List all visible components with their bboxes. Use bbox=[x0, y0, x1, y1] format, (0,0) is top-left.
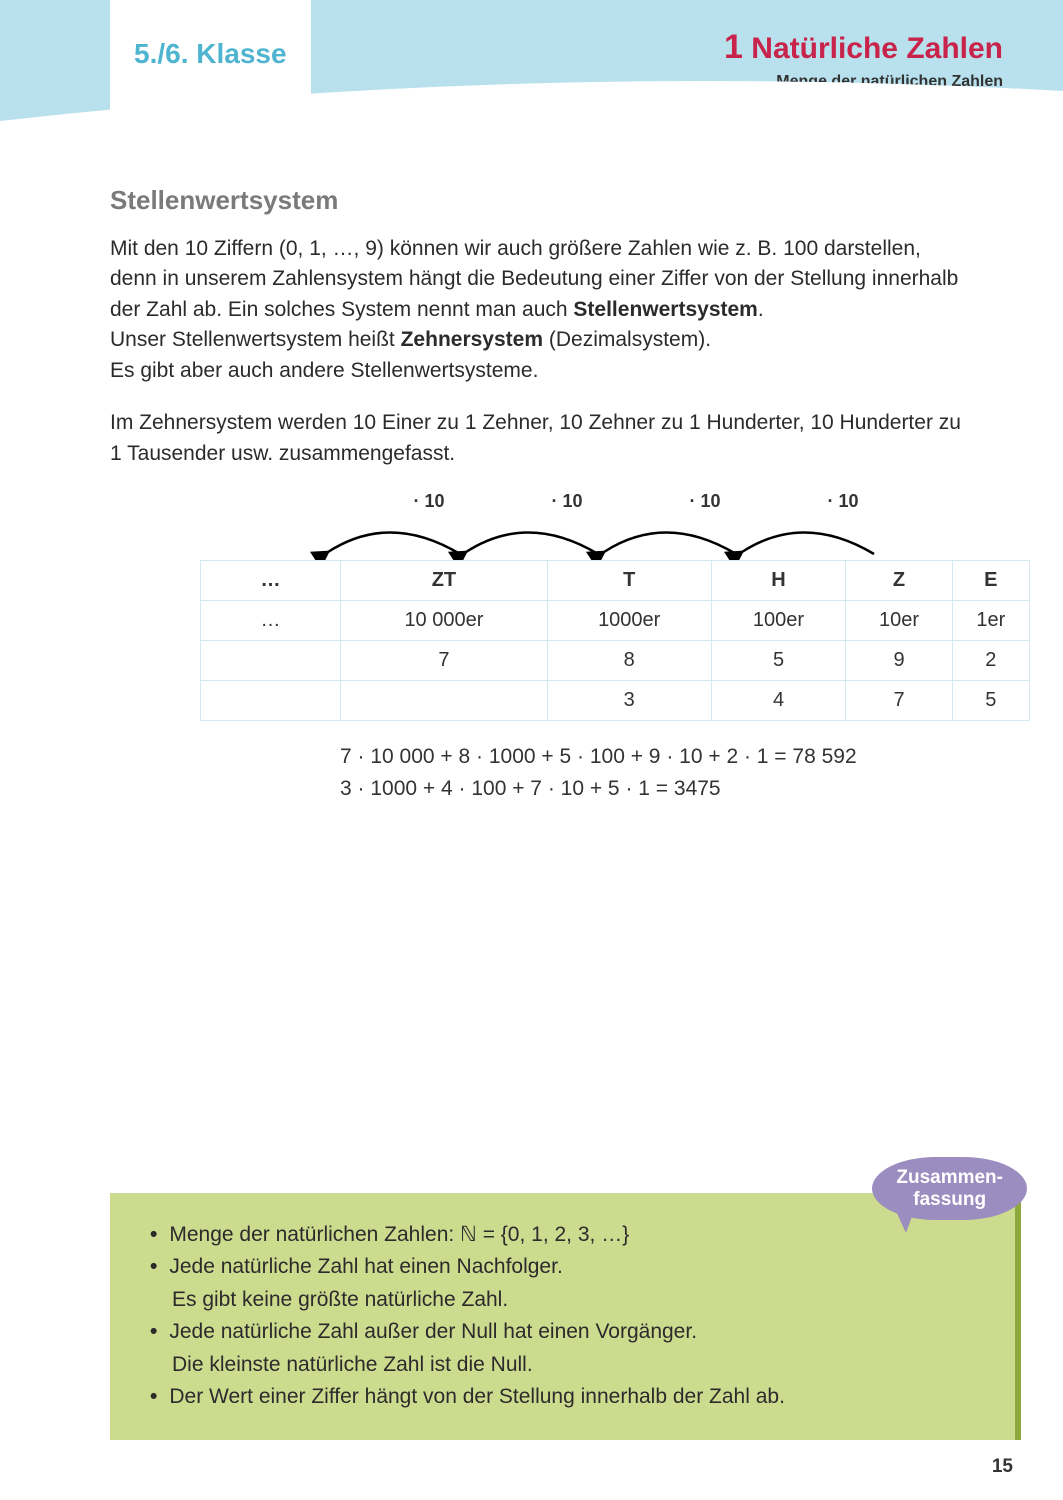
dots-header: … bbox=[201, 561, 341, 601]
arrow-diagram: · 10 · 10 · 10 · 10 bbox=[280, 491, 968, 560]
summary-item-continuation: Die kleinste natürliche Zahl ist die Nul… bbox=[172, 1349, 985, 1382]
cell: 10er bbox=[846, 601, 952, 641]
badge-line1: Zusammen- bbox=[896, 1167, 1003, 1188]
col-header: T bbox=[547, 561, 711, 601]
cell: 7 bbox=[341, 641, 548, 681]
cell: 7 bbox=[846, 681, 952, 721]
calc-line: 3 · 1000 + 4 · 100 + 7 · 10 + 5 · 1 = 34… bbox=[340, 773, 968, 805]
arrow-label: · 10 bbox=[774, 491, 912, 512]
cell: 5 bbox=[711, 641, 846, 681]
arrows-svg bbox=[280, 512, 970, 560]
table-row: 7 8 5 9 2 bbox=[201, 641, 1030, 681]
cell: 2 bbox=[952, 641, 1029, 681]
intro-paragraph: Mit den 10 Ziffern (0, 1, …, 9) können w… bbox=[110, 234, 968, 386]
col-header: ZT bbox=[341, 561, 548, 601]
calc-line: 7 · 10 000 + 8 · 1000 + 5 · 100 + 9 · 10… bbox=[340, 741, 968, 773]
paragraph-2: Im Zehnersystem werden 10 Einer zu 1 Zeh… bbox=[110, 408, 968, 469]
chapter-name: Natürliche Zahlen bbox=[751, 32, 1003, 65]
arrow-label: · 10 bbox=[360, 491, 498, 512]
summary-box: Zusammen- fassung Menge der natürlichen … bbox=[110, 1193, 1021, 1440]
arrow-label: · 10 bbox=[498, 491, 636, 512]
col-header: E bbox=[952, 561, 1029, 601]
cell: 1000er bbox=[547, 601, 711, 641]
cell: 9 bbox=[846, 641, 952, 681]
cell: 100er bbox=[711, 601, 846, 641]
cell: 3 bbox=[547, 681, 711, 721]
header-wave bbox=[0, 81, 1063, 131]
cell bbox=[201, 641, 341, 681]
table-row: … 10 000er 1000er 100er 10er 1er bbox=[201, 601, 1030, 641]
cell: 1er bbox=[952, 601, 1029, 641]
cell bbox=[201, 681, 341, 721]
col-header: Z bbox=[846, 561, 952, 601]
arrow-label: · 10 bbox=[636, 491, 774, 512]
summary-item: Jede natürliche Zahl außer der Null hat … bbox=[150, 1316, 985, 1381]
table-header-row: … ZT T H Z E bbox=[201, 561, 1030, 601]
summary-item: Der Wert einer Ziffer hängt von der Stel… bbox=[150, 1381, 985, 1414]
section-heading: Stellenwertsystem bbox=[110, 185, 968, 216]
place-value-table: … ZT T H Z E … 10 000er 1000er 100er 10e… bbox=[200, 560, 1030, 721]
cell bbox=[341, 681, 548, 721]
chapter-number: 1 bbox=[724, 28, 743, 66]
summary-list: Menge der natürlichen Zahlen: ℕ = {0, 1,… bbox=[150, 1219, 985, 1414]
chapter-title: 1 Natürliche Zahlen bbox=[724, 28, 1003, 67]
summary-item: Menge der natürlichen Zahlen: ℕ = {0, 1,… bbox=[150, 1219, 985, 1252]
cell: 4 bbox=[711, 681, 846, 721]
dots-cell: … bbox=[201, 601, 341, 641]
content-area: Stellenwertsystem Mit den 10 Ziffern (0,… bbox=[0, 130, 1063, 804]
summary-badge: Zusammen- fassung bbox=[872, 1157, 1027, 1221]
page-number: 15 bbox=[992, 1456, 1013, 1478]
calculations: 7 · 10 000 + 8 · 1000 + 5 · 100 + 9 · 10… bbox=[340, 741, 968, 804]
page-header: 5./6. Klasse 1 Natürliche Zahlen Menge d… bbox=[0, 0, 1063, 130]
cell: 5 bbox=[952, 681, 1029, 721]
cell: 10 000er bbox=[341, 601, 548, 641]
cell: 8 bbox=[547, 641, 711, 681]
table-row: 3 4 7 5 bbox=[201, 681, 1030, 721]
summary-item-continuation: Es gibt keine größte natürliche Zahl. bbox=[172, 1284, 985, 1317]
col-header: H bbox=[711, 561, 846, 601]
summary-item: Jede natürliche Zahl hat einen Nachfolge… bbox=[150, 1251, 985, 1316]
badge-line2: fassung bbox=[913, 1189, 986, 1210]
